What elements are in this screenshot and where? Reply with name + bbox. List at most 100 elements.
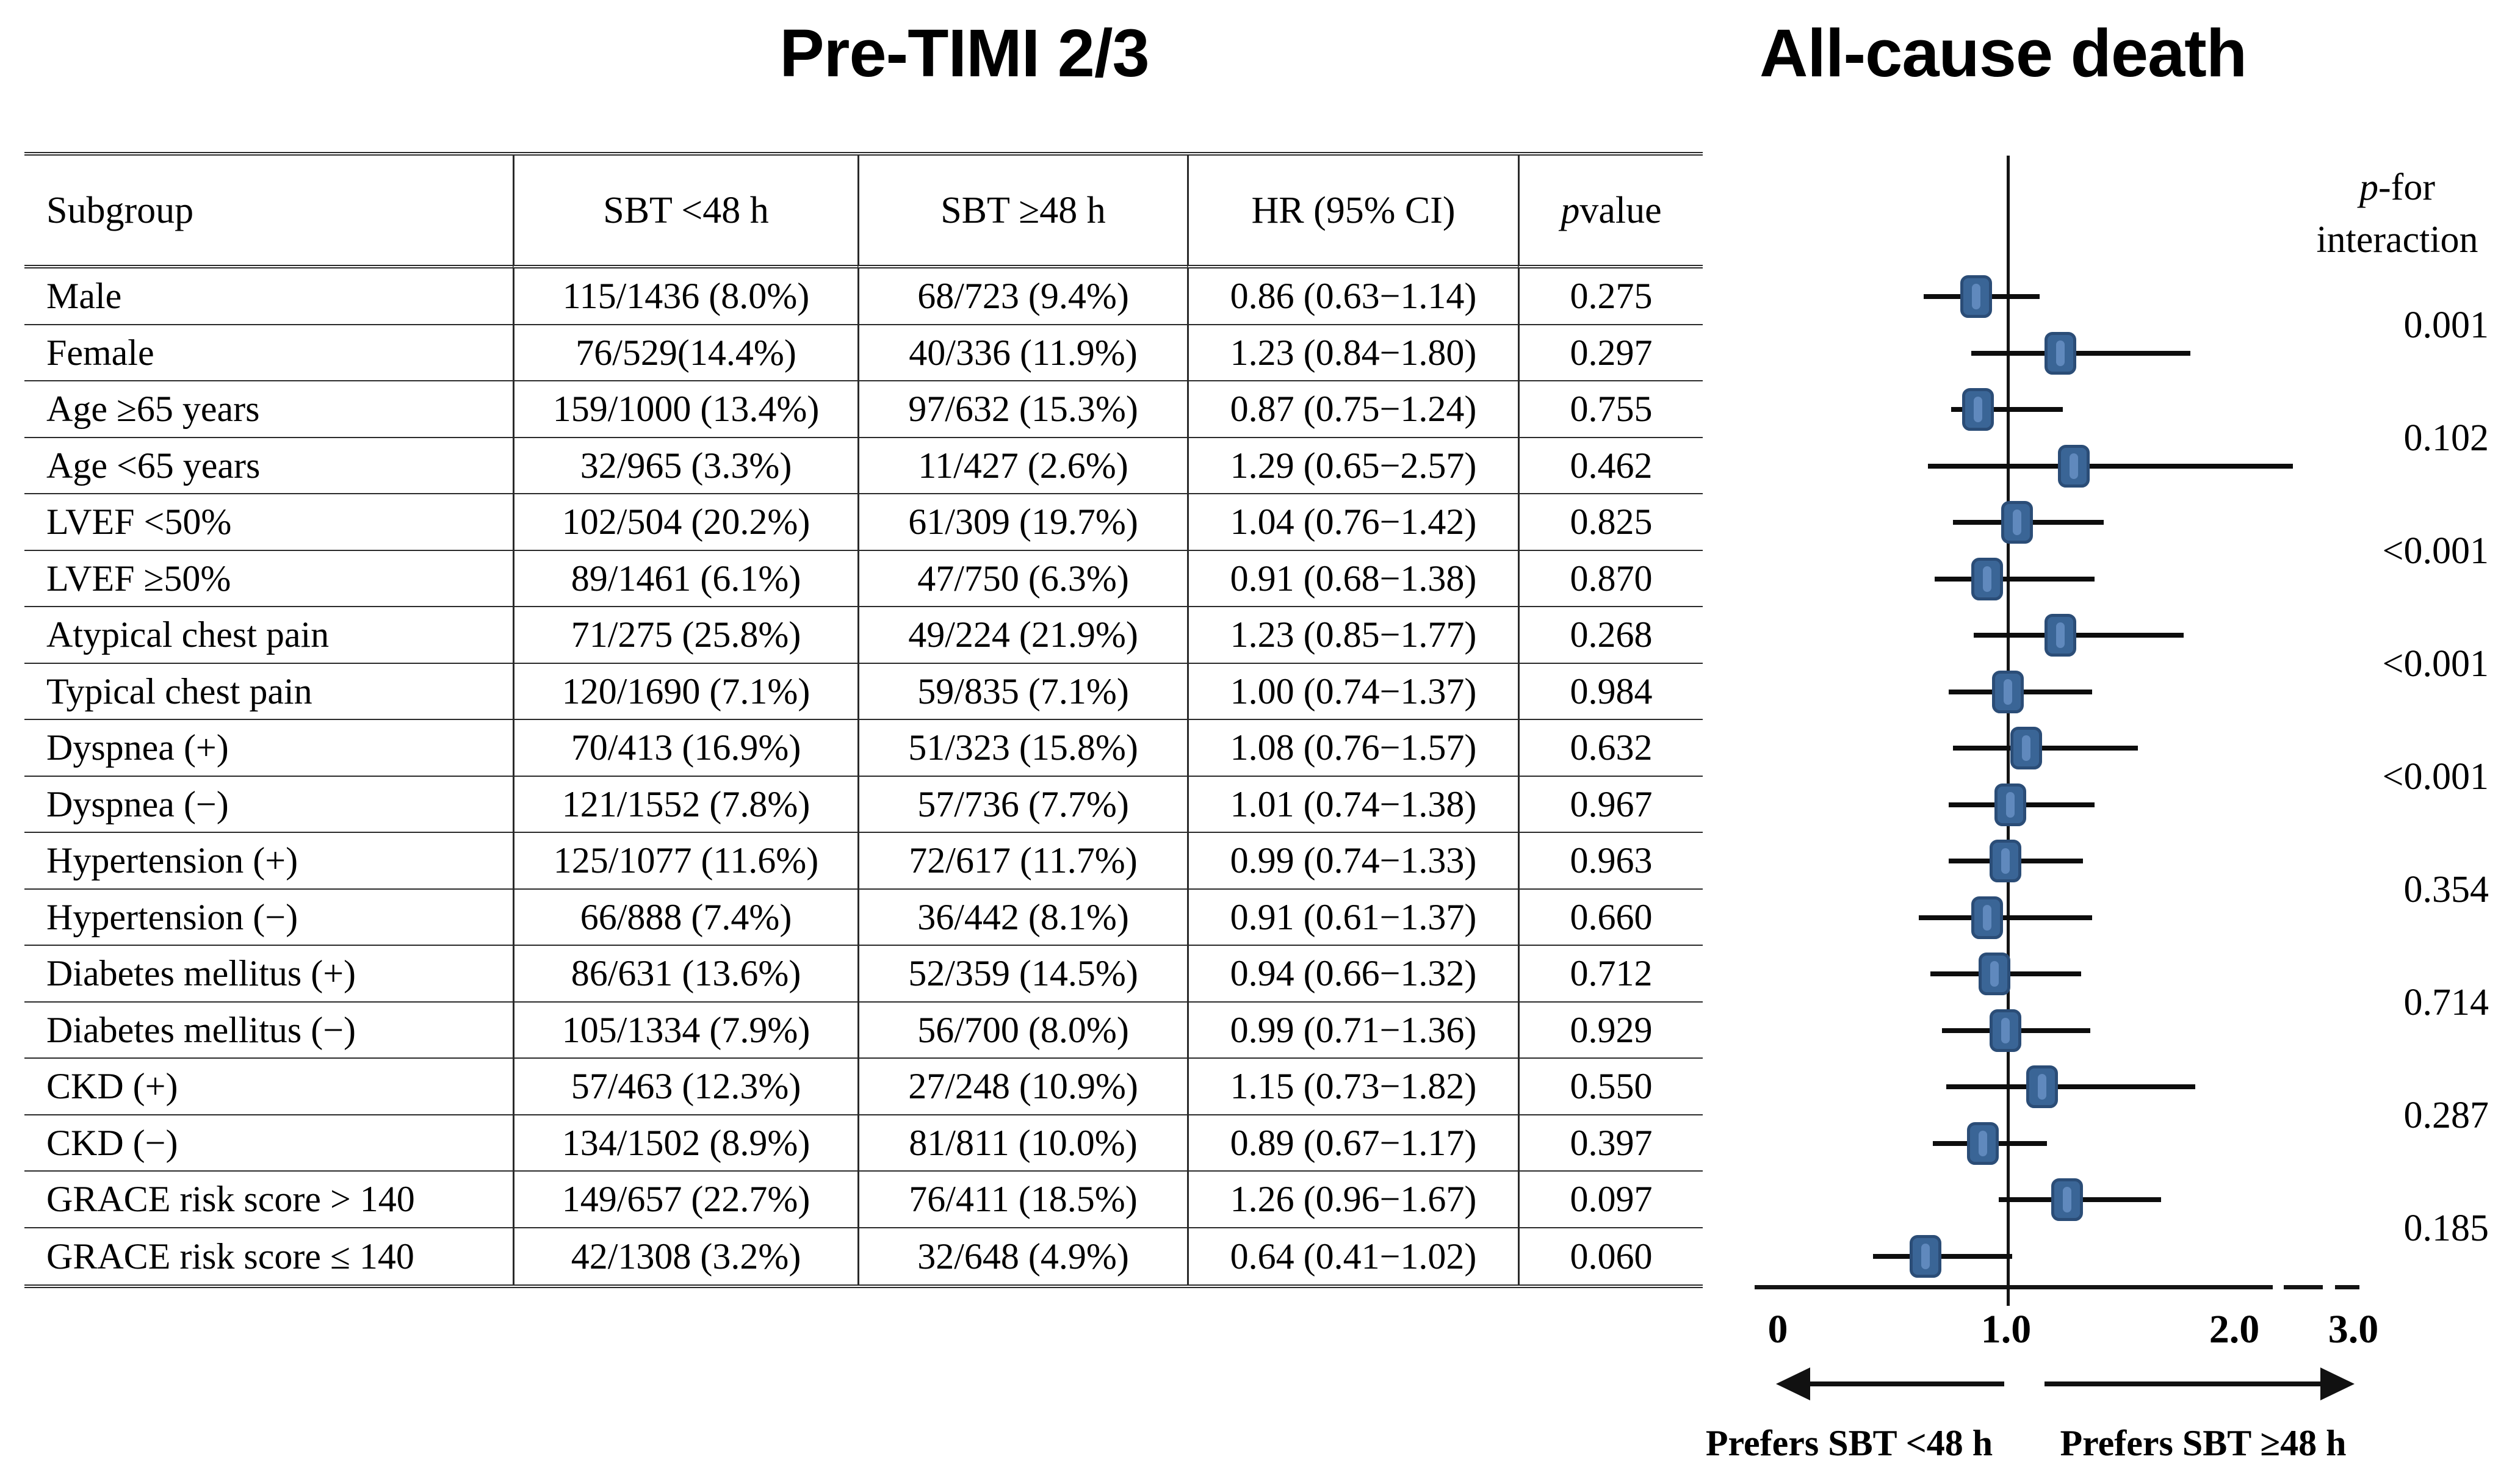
forest-marker <box>2026 1065 2059 1109</box>
marker-stripe <box>1921 1243 1930 1269</box>
cell-subgroup: LVEF <50% <box>24 494 513 551</box>
marker-stripe <box>1978 1130 1987 1156</box>
cell-subgroup: Diabetes mellitus (+) <box>24 946 513 1003</box>
table-row: Typical chest pain 120/1690 (7.1%) 59/835 … <box>24 663 1703 720</box>
cell-sbt-lt48: 42/1308 (3.2%) <box>513 1228 857 1284</box>
cell-sbt-ge48: 97/632 (15.3%) <box>857 381 1187 438</box>
marker-stripe <box>2012 510 2021 536</box>
marker-stripe <box>1983 904 1992 931</box>
p-interaction-value: 0.287 <box>2403 1094 2489 1136</box>
cell-p-value: 0.712 <box>1518 946 1703 1003</box>
cell-p-value: 0.060 <box>1518 1228 1703 1284</box>
marker-stripe <box>2056 622 2065 649</box>
cell-sbt-lt48: 121/1552 (7.8%) <box>513 776 857 833</box>
cell-hr-ci: 1.15 (0.73−1.82) <box>1187 1059 1518 1115</box>
ci-line <box>1873 1253 2013 1259</box>
cell-subgroup: Dyspnea (−) <box>24 777 513 833</box>
cell-hr-ci: 1.29 (0.65−2.57) <box>1187 438 1518 494</box>
cell-p-value: 0.268 <box>1518 607 1703 664</box>
cell-p-value: 0.963 <box>1518 833 1703 890</box>
marker-stripe <box>2005 791 2015 818</box>
arrow-label-left: Prefers SBT <48 h <box>1705 1423 1993 1463</box>
axis-tick-label: 0 <box>1767 1307 1788 1352</box>
cell-p-value: 0.275 <box>1518 268 1703 325</box>
marker-stripe <box>1983 566 1992 592</box>
cell-hr-ci: 1.04 (0.76−1.42) <box>1187 494 1518 551</box>
table-row: Hypertension (−) 66/888 (7.4%) 36/442 (8.1… <box>24 889 1703 946</box>
forest-marker <box>2058 444 2090 488</box>
cell-subgroup: Hypertension (+) <box>24 833 513 890</box>
cell-sbt-lt48: 86/631 (13.6%) <box>513 946 857 1003</box>
table-row: GRACE risk score ≤ 140 42/1308 (3.2%) 32/6… <box>24 1228 1703 1284</box>
cell-sbt-lt48: 115/1436 (8.0%) <box>513 268 857 325</box>
forest-marker <box>1978 953 2010 996</box>
cell-sbt-lt48: 70/413 (16.9%) <box>513 720 857 777</box>
p-interaction-header-line1: p-for <box>2359 167 2435 208</box>
cell-subgroup: Age <65 years <box>24 438 513 494</box>
forest-marker <box>1962 388 1994 431</box>
forest-marker <box>2045 614 2077 657</box>
ci-line <box>1919 915 2093 920</box>
cell-sbt-ge48: 61/309 (19.7%) <box>857 494 1187 551</box>
cell-sbt-lt48: 159/1000 (13.4%) <box>513 381 857 438</box>
ci-line <box>1928 463 2294 469</box>
cell-sbt-ge48: 51/323 (15.8%) <box>857 720 1187 777</box>
arrow-left-shaft <box>1805 1381 2004 1386</box>
cell-sbt-ge48: 57/736 (7.7%) <box>857 776 1187 833</box>
ci-line <box>1946 1084 2195 1090</box>
cell-sbt-ge48: 72/617 (11.7%) <box>857 833 1187 890</box>
cell-p-value: 0.870 <box>1518 550 1703 607</box>
cell-hr-ci: 1.23 (0.84−1.80) <box>1187 325 1518 381</box>
cell-sbt-ge48: 68/723 (9.4%) <box>857 268 1187 325</box>
header-cell-hr-ci: HR (95% CI) <box>1187 156 1518 268</box>
header-cell-sbt-lt48: SBT <48 h <box>513 156 857 268</box>
cell-hr-ci: 1.23 (0.85−1.77) <box>1187 607 1518 664</box>
marker-stripe <box>1971 284 1980 310</box>
p-interaction-value: <0.001 <box>2382 755 2489 798</box>
cell-sbt-ge48: 81/811 (10.0%) <box>857 1115 1187 1172</box>
forest-marker <box>1960 275 1992 319</box>
header-cell-subgroup: Subgroup <box>24 156 513 268</box>
table-row: Diabetes mellitus (−) 105/1334 (7.9%) 56/7… <box>24 1002 1703 1059</box>
p-interaction-value: <0.001 <box>2382 643 2489 685</box>
cell-hr-ci: 0.99 (0.71−1.36) <box>1187 1002 1518 1059</box>
forest-marker <box>2051 1178 2084 1222</box>
cell-hr-ci: 0.91 (0.61−1.37) <box>1187 889 1518 946</box>
cell-p-value: 0.632 <box>1518 720 1703 777</box>
cell-sbt-ge48: 76/411 (18.5%) <box>857 1172 1187 1228</box>
cell-hr-ci: 1.01 (0.74−1.38) <box>1187 776 1518 833</box>
marker-stripe <box>2001 848 2010 874</box>
cell-sbt-lt48: 134/1502 (8.9%) <box>513 1115 857 1172</box>
table-row: GRACE risk score > 140 149/657 (22.7%) 76/… <box>24 1172 1703 1228</box>
marker-stripe <box>2038 1074 2047 1100</box>
cell-sbt-lt48: 105/1334 (7.9%) <box>513 1002 857 1059</box>
cell-hr-ci: 0.94 (0.66−1.32) <box>1187 946 1518 1003</box>
cell-sbt-ge48: 32/648 (4.9%) <box>857 1228 1187 1284</box>
forest-marker <box>1994 783 2026 826</box>
cell-p-value: 0.825 <box>1518 494 1703 551</box>
cell-p-value: 0.397 <box>1518 1115 1703 1172</box>
marker-stripe <box>1990 961 1999 987</box>
table-row: CKD (+) 57/463 (12.3%) 27/248 (10.9%) 1.15 … <box>24 1059 1703 1115</box>
cell-subgroup: CKD (−) <box>24 1115 513 1172</box>
table-row: Dyspnea (−) 121/1552 (7.8%) 57/736 (7.7%) 1… <box>24 776 1703 833</box>
table-row: Diabetes mellitus (+) 86/631 (13.6%) 52/35… <box>24 946 1703 1003</box>
cell-p-value: 0.462 <box>1518 438 1703 494</box>
cell-hr-ci: 0.89 (0.67−1.17) <box>1187 1115 1518 1172</box>
p-interaction-value: 0.354 <box>2403 868 2489 910</box>
x-axis-line <box>1755 1285 2273 1289</box>
cell-sbt-ge48: 27/248 (10.9%) <box>857 1059 1187 1115</box>
cell-subgroup: Female <box>24 325 513 381</box>
forest-marker <box>1990 1009 2022 1052</box>
ci-line <box>1953 746 2138 751</box>
table-row: Female 76/529(14.4%) 40/336 (11.9%) 1.23 (0… <box>24 325 1703 381</box>
cell-subgroup: Dyspnea (+) <box>24 720 513 777</box>
cell-hr-ci: 0.64 (0.41−1.02) <box>1187 1228 1518 1284</box>
cell-sbt-ge48: 36/442 (8.1%) <box>857 889 1187 946</box>
axis-break-dash <box>2335 1285 2359 1289</box>
cell-subgroup: GRACE risk score > 140 <box>24 1172 513 1228</box>
arrow-label-right: Prefers SBT ≥48 h <box>2060 1423 2347 1463</box>
p-interaction-value: 0.185 <box>2403 1207 2489 1249</box>
p-interaction-value: <0.001 <box>2382 530 2489 572</box>
